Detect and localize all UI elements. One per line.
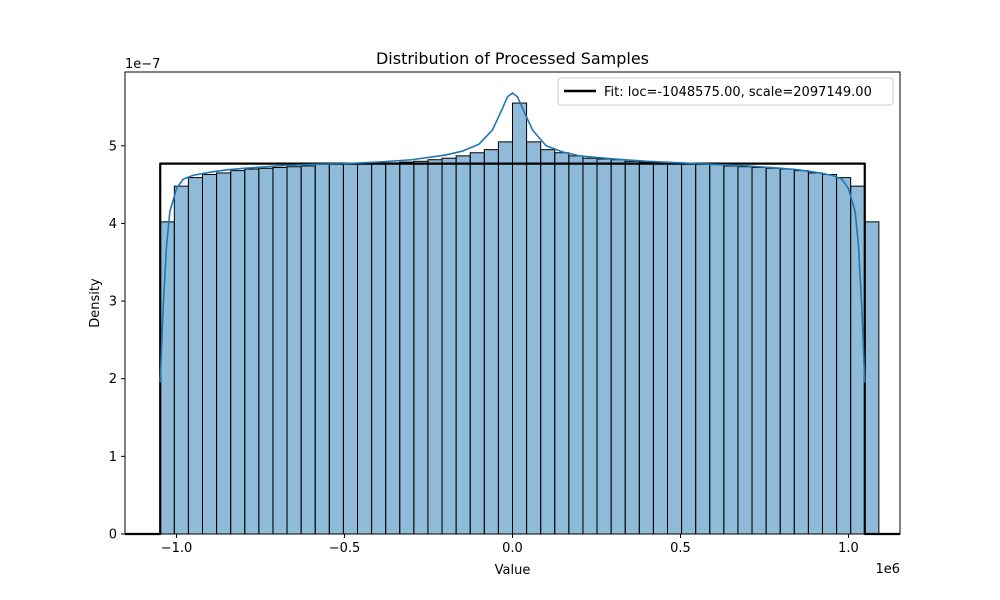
legend-box xyxy=(557,77,894,106)
histogram-bar xyxy=(779,168,795,535)
histogram-bar xyxy=(216,172,232,535)
histogram-bar xyxy=(681,163,697,535)
histogram-bar xyxy=(568,155,584,535)
y-tick-label: 4 xyxy=(109,217,117,232)
y-tick-label: 0 xyxy=(109,528,117,543)
y-tick-label: 2 xyxy=(109,372,117,387)
kde-curve xyxy=(159,92,866,383)
histogram-bar xyxy=(554,152,570,535)
histogram-bar xyxy=(427,159,443,535)
histogram-bar xyxy=(469,152,485,535)
legend: Fit: loc=-1048575.00, scale=2097149.00 xyxy=(557,77,894,106)
histogram-bar xyxy=(497,141,513,535)
x-tick-label: 1.0 xyxy=(838,541,859,556)
histogram-bar xyxy=(751,167,767,535)
x-axis-label: Value xyxy=(495,563,531,578)
histogram-bar xyxy=(864,221,880,535)
x-axis-offset-label: 1e6 xyxy=(875,562,900,577)
y-axis-label: Density xyxy=(88,278,103,328)
histogram-bar xyxy=(385,162,401,535)
histogram-bar xyxy=(624,160,640,535)
y-axis-ticks: 0 1 2 3 4 5 xyxy=(109,139,125,543)
histogram-bar xyxy=(807,172,823,535)
histogram-bar xyxy=(272,167,288,535)
y-tick-label: 5 xyxy=(109,139,117,154)
histogram-bar xyxy=(441,157,457,535)
histogram-bar xyxy=(793,170,809,535)
x-tick-label: −1.0 xyxy=(161,541,193,556)
y-tick-label: 3 xyxy=(109,295,117,310)
histogram-bar xyxy=(821,173,838,535)
histogram-bar xyxy=(765,167,781,535)
histogram-bar xyxy=(610,159,626,535)
histogram-bar xyxy=(258,167,274,535)
histogram-bar xyxy=(695,163,711,535)
histogram-bar xyxy=(173,185,189,535)
histogram-bar xyxy=(723,165,739,535)
histogram-bar xyxy=(342,163,359,535)
x-tick-label: 0.5 xyxy=(670,541,691,556)
histogram-bar xyxy=(737,166,753,535)
histogram-bar xyxy=(582,157,598,535)
histogram-bar xyxy=(230,170,246,535)
histogram-bar xyxy=(300,165,316,535)
y-axis-offset-label: 1e−7 xyxy=(125,57,160,72)
histogram-bar xyxy=(526,141,542,535)
histogram-bar xyxy=(413,160,429,535)
histogram-bar xyxy=(709,163,725,535)
histogram-bar xyxy=(244,168,260,535)
histogram-bar xyxy=(399,161,415,535)
histogram-bar xyxy=(187,177,204,535)
x-tick-label: −0.5 xyxy=(329,541,361,556)
histogram-bar xyxy=(159,221,175,535)
histogram-bar xyxy=(455,155,471,535)
histogram-bar xyxy=(286,166,302,535)
histogram-bar xyxy=(202,173,218,535)
histogram-bar xyxy=(483,149,499,535)
histogram-bar xyxy=(652,162,668,535)
chart-title: Distribution of Processed Samples xyxy=(376,49,649,68)
y-tick-label: 1 xyxy=(109,450,117,465)
histogram-bar xyxy=(328,163,344,535)
histogram-bar xyxy=(512,102,528,535)
histogram-bar xyxy=(596,158,612,535)
histogram-bar xyxy=(666,163,683,535)
histogram-bar xyxy=(371,162,387,535)
histogram-bar xyxy=(314,163,330,535)
histogram-bar xyxy=(638,161,654,535)
histogram-bar xyxy=(836,177,852,535)
histogram-bar xyxy=(540,149,556,535)
histogram-bar xyxy=(357,163,373,535)
x-tick-label: 0.0 xyxy=(502,541,523,556)
x-axis-ticks: −1.0 −0.5 0.0 0.5 1.0 xyxy=(161,534,859,556)
legend-fit-label: Fit: loc=-1048575.00, scale=2097149.00 xyxy=(604,85,872,100)
